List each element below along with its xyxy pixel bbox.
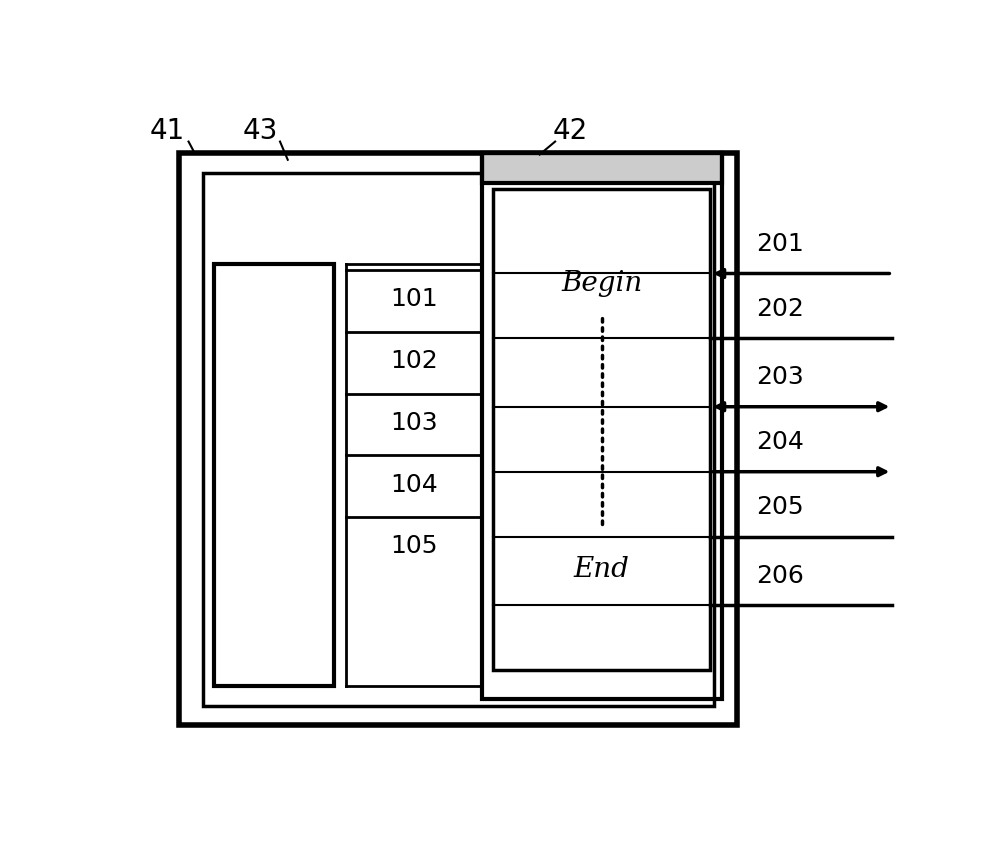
Bar xyxy=(482,154,722,182)
Text: 102: 102 xyxy=(390,349,438,373)
Text: End: End xyxy=(574,555,630,582)
Bar xyxy=(202,173,714,706)
Text: 206: 206 xyxy=(757,564,804,587)
Text: 43: 43 xyxy=(243,116,278,144)
Text: 41: 41 xyxy=(150,116,185,144)
Text: 104: 104 xyxy=(390,473,438,497)
Bar xyxy=(493,189,710,670)
Bar xyxy=(214,263,334,686)
Text: 204: 204 xyxy=(757,430,804,454)
Text: 203: 203 xyxy=(757,365,804,389)
Text: 201: 201 xyxy=(757,232,804,257)
Text: 103: 103 xyxy=(390,411,437,435)
Text: 42: 42 xyxy=(553,116,588,144)
Bar xyxy=(482,154,722,699)
Text: 101: 101 xyxy=(390,288,437,311)
Text: Begin: Begin xyxy=(561,270,642,297)
Bar xyxy=(179,154,737,725)
Text: 105: 105 xyxy=(390,534,437,559)
Text: 205: 205 xyxy=(757,495,804,519)
Text: 202: 202 xyxy=(757,297,804,322)
